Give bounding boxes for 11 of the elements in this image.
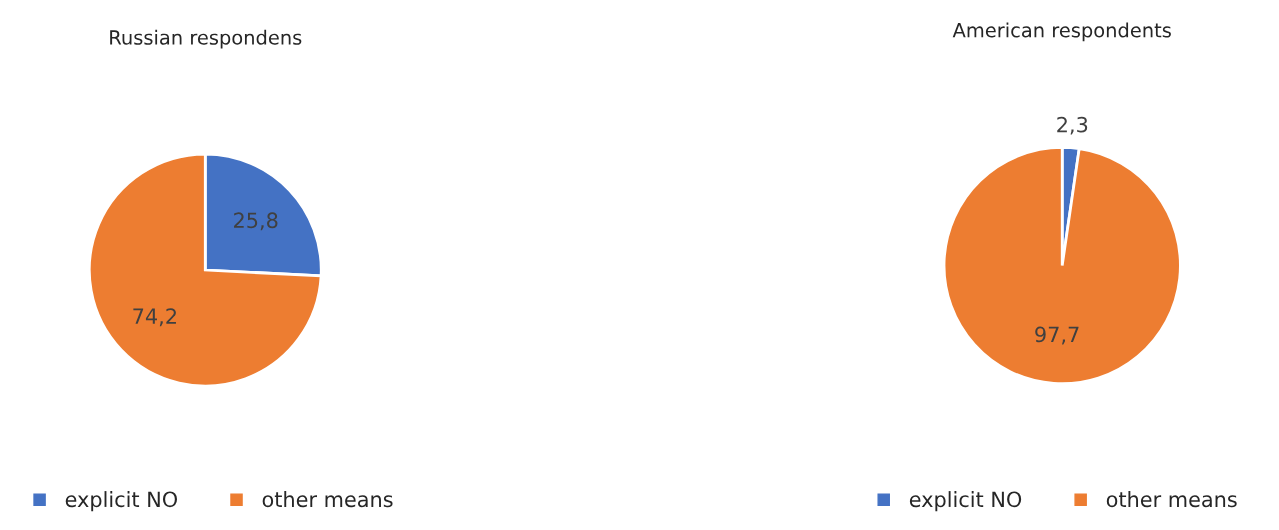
legend-label: other means <box>1106 491 1237 508</box>
legend-label: explicit NO <box>65 491 178 512</box>
legend-label: explicit NO <box>909 491 1022 512</box>
data-label: 25,8 <box>234 212 278 231</box>
pie-slice <box>87 152 323 388</box>
data-label: 2,3 <box>1057 116 1088 135</box>
data-label: 97,7 <box>1035 326 1079 345</box>
chart-title: Russian respondens <box>110 29 302 49</box>
legend-label: other means <box>262 491 393 508</box>
chart-title: American respondents <box>952 22 1171 42</box>
data-label: 74,2 <box>133 308 176 327</box>
